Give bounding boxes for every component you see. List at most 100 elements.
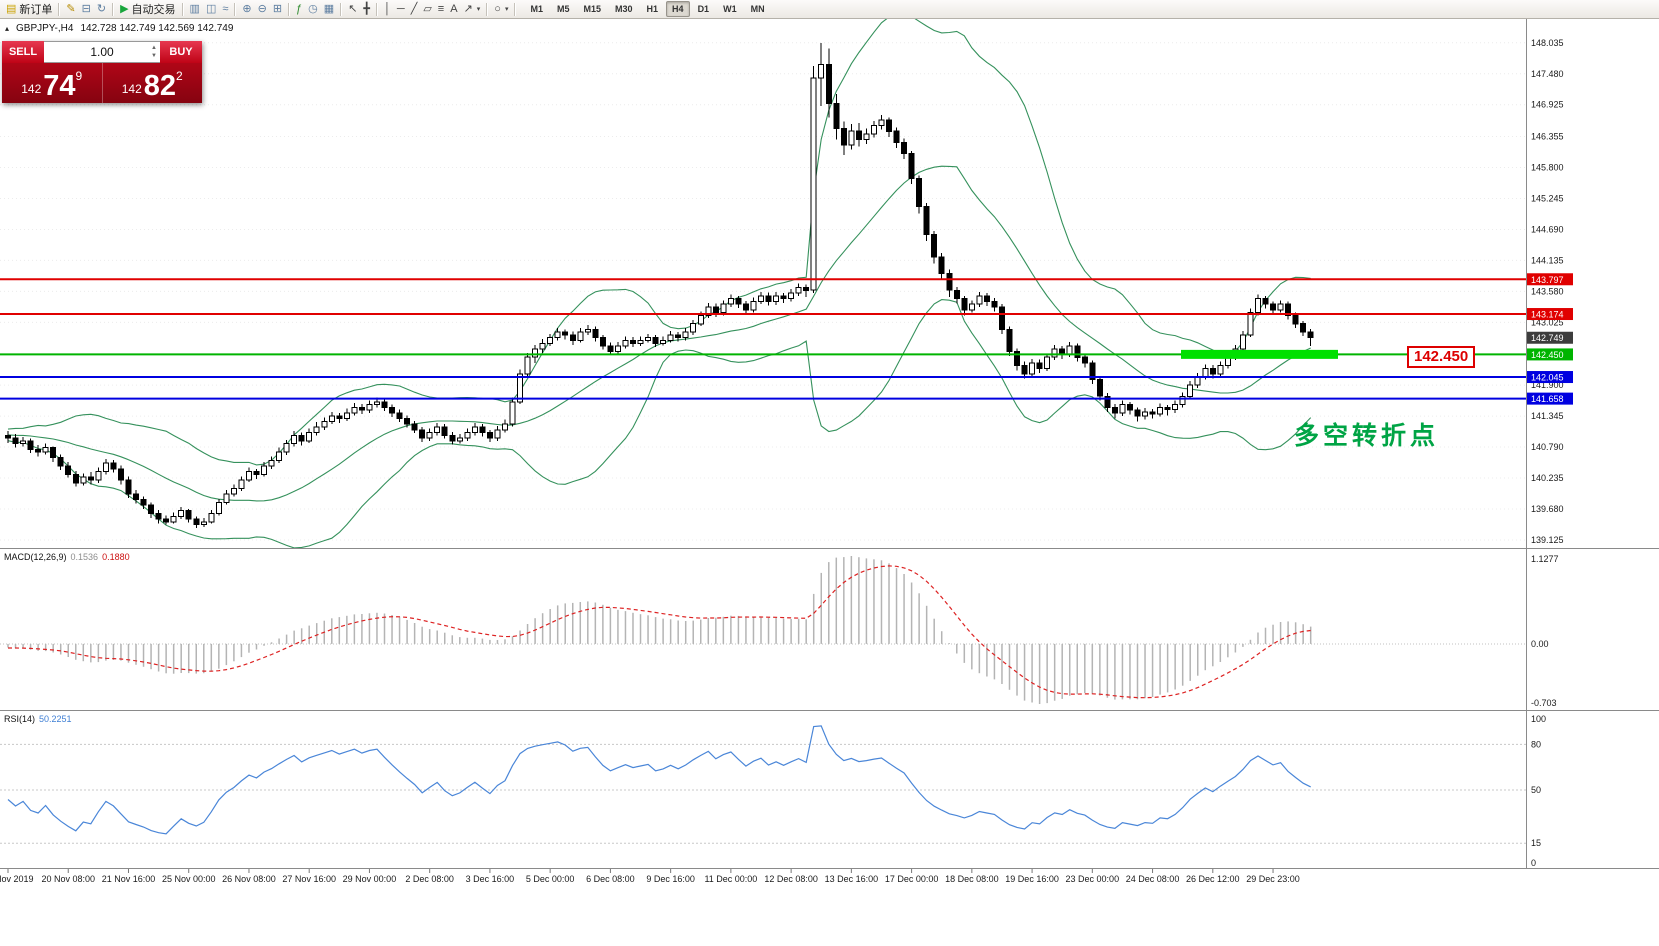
timeframe-m5-button[interactable]: M5 (556, 4, 570, 14)
periods-icon[interactable]: ◷ (305, 1, 321, 18)
svg-text:146.355: 146.355 (1531, 132, 1564, 142)
svg-text:20 Nov 08:00: 20 Nov 08:00 (41, 874, 95, 884)
timeframe-m1-button[interactable]: M1 (530, 4, 543, 14)
svg-text:24 Dec 08:00: 24 Dec 08:00 (1126, 874, 1180, 884)
trendline-icon[interactable]: ╱ (408, 1, 421, 18)
candlestick-chart-icon: ◫ (205, 2, 217, 15)
vertical-line-icon[interactable]: │ (381, 1, 394, 18)
svg-text:27 Nov 16:00: 27 Nov 16:00 (282, 874, 336, 884)
chevron-down-icon[interactable]: ▾ (504, 6, 509, 13)
arrows-icon[interactable]: ↗ ▾ (461, 1, 484, 18)
auto-trading-label: 自动交易 (131, 4, 176, 16)
svg-text:142.045: 142.045 (1531, 373, 1564, 383)
buy-price-button[interactable]: 142 82 2 (103, 63, 203, 103)
timeframe-mn-button[interactable]: MN (750, 4, 765, 14)
svg-text:141.658: 141.658 (1531, 394, 1564, 404)
templates-icon[interactable]: ▦ (321, 1, 337, 18)
equidistant-channel-icon[interactable]: ▱ (420, 1, 434, 18)
svg-text:141.900: 141.900 (1531, 380, 1564, 390)
tile-windows-icon[interactable]: ⊞ (270, 1, 285, 18)
volume-input[interactable]: 1.00 ▲ ▼ (44, 41, 160, 63)
templates-icon: ▦ (323, 2, 335, 15)
svg-text:80: 80 (1531, 739, 1541, 749)
rsi-axis: 100 80 50 15 0 (1531, 714, 1546, 868)
crosshair-icon[interactable]: ╋ (360, 1, 373, 18)
svg-text:145.800: 145.800 (1531, 163, 1564, 173)
svg-text:3 Dec 16:00: 3 Dec 16:00 (466, 874, 515, 884)
sell-price-button[interactable]: 142 74 9 (2, 63, 103, 103)
svg-text:1.1277: 1.1277 (1531, 554, 1559, 564)
sell-price-main: 74 (43, 70, 76, 102)
timeframe-h1-button[interactable]: H1 (646, 4, 659, 14)
svg-text:0: 0 (1531, 858, 1536, 868)
svg-text:145.245: 145.245 (1531, 193, 1564, 203)
macd-label: MACD(12,26,9) 0.1536 0.1880 (4, 552, 130, 562)
svg-text:143.797: 143.797 (1531, 275, 1564, 285)
svg-text:18 Dec 08:00: 18 Dec 08:00 (945, 874, 999, 884)
metaeditor-icon: ✎ (66, 2, 76, 15)
bollinger-middle (7, 165, 1311, 502)
svg-text:13 Dec 16:00: 13 Dec 16:00 (825, 874, 879, 884)
line-chart-icon[interactable]: ≈ (219, 1, 231, 18)
new-order-label: 新订单 (19, 4, 53, 16)
timeframe-h4-button[interactable]: H4 (666, 1, 690, 17)
volume-increase-button[interactable]: ▲ (151, 45, 157, 51)
timeframe-m30-button[interactable]: M30 (615, 4, 633, 14)
metaeditor-icon[interactable]: ✎ (63, 1, 78, 18)
print-icon[interactable]: ⊟ (79, 1, 94, 18)
refresh-icon[interactable]: ↻ (94, 1, 109, 18)
timeframe-w1-button[interactable]: W1 (723, 4, 737, 14)
bollinger-bands (7, 19, 1312, 548)
text-icon[interactable]: A (447, 1, 460, 18)
svg-text:5 Dec 00:00: 5 Dec 00:00 (526, 874, 575, 884)
svg-text:147.480: 147.480 (1531, 69, 1564, 79)
svg-text:144.135: 144.135 (1531, 255, 1564, 265)
svg-text:139.125: 139.125 (1531, 535, 1564, 545)
svg-text:9 Dec 16:00: 9 Dec 16:00 (646, 874, 695, 884)
new-order-button[interactable]: ▤ 新订单 (3, 1, 55, 18)
volume-value: 1.00 (90, 45, 114, 59)
bar-chart-icon[interactable]: ▥ (187, 1, 203, 18)
toolbar-groups: ▤ 新订单 ✎ ⊟ ↻ ▶ 自动交易 ▥ ◫ ≈ ⊕ ⊖ ⊞ ƒ ◷ ▦ ↖ ╋ │ ─ ╱ ▱ ≡ A ↗ ▾ ○ ▾ (3, 1, 511, 18)
fibonacci-icon: ≡ (437, 2, 445, 15)
volume-decrease-button[interactable]: ▼ (151, 53, 157, 59)
zoom-out-icon: ⊖ (257, 2, 267, 15)
buy-price-prefix: 142 (121, 82, 142, 96)
candlestick-chart-icon[interactable]: ◫ (203, 1, 219, 18)
cursor-icon[interactable]: ↖ (345, 1, 360, 18)
timeframe-d1-button[interactable]: D1 (697, 4, 710, 14)
chevron-down-icon[interactable]: ▾ (476, 6, 481, 13)
toolbar-separator (376, 2, 379, 16)
indicators-icon[interactable]: ƒ (293, 1, 305, 18)
zoom-out-icon[interactable]: ⊖ (255, 1, 270, 18)
auto-trading-button[interactable]: ▶ 自动交易 (117, 1, 178, 18)
arrows-icon: ↗ (463, 2, 473, 15)
svg-text:142.749: 142.749 (1531, 333, 1564, 343)
price-axis: 148.035 147.480 146.925 146.355 145.800 145.2… (1526, 18, 1573, 868)
zoom-in-icon[interactable]: ⊕ (239, 1, 254, 18)
toolbar-separator (288, 2, 291, 16)
price-callout[interactable]: 142.450 (1407, 346, 1476, 368)
chart-annotation-text[interactable]: 多空转折点 (1294, 422, 1440, 450)
bar-chart-icon: ▥ (189, 2, 200, 15)
fibonacci-icon[interactable]: ≡ (435, 1, 447, 18)
svg-text:12 Dec 08:00: 12 Dec 08:00 (764, 874, 818, 884)
panel-separators (0, 548, 1659, 869)
buy-button[interactable]: BUY (160, 41, 202, 63)
shapes-icon[interactable]: ○ ▾ (491, 1, 511, 18)
horizontal-line-objects[interactable] (0, 278, 1526, 400)
svg-text:146.925: 146.925 (1531, 100, 1564, 110)
svg-text:29 Dec 23:00: 29 Dec 23:00 (1246, 874, 1300, 884)
toolbar-separator (181, 2, 184, 16)
periods-icon: ◷ (308, 2, 318, 15)
new-order-icon: ▤ (6, 2, 17, 15)
timeframe-m15-button[interactable]: M15 (583, 4, 602, 14)
equidistant-channel-icon: ▱ (423, 2, 432, 15)
one-click-panel-toggle-icon[interactable]: ▴ (5, 24, 10, 33)
macd-panel (0, 556, 1526, 704)
candlesticks (5, 43, 1314, 528)
sell-button[interactable]: SELL (2, 41, 44, 63)
symbol-period-label: GBPJPY-,H4 (16, 23, 74, 34)
horizontal-line-icon[interactable]: ─ (394, 1, 408, 18)
